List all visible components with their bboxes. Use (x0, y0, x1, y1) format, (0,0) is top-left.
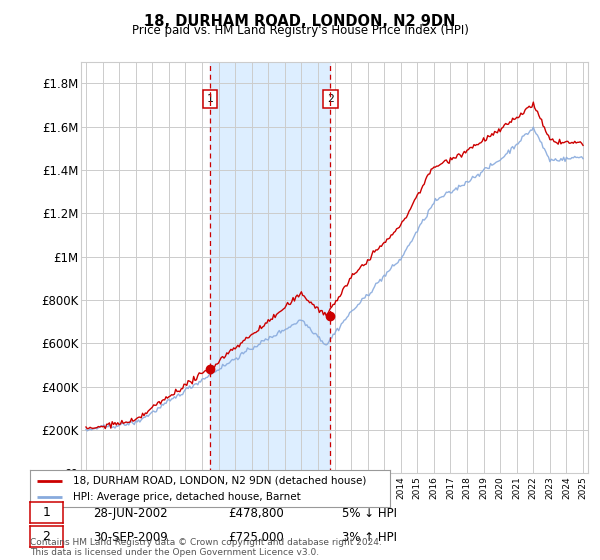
Text: 28-JUN-2002: 28-JUN-2002 (93, 507, 167, 520)
Text: 18, DURHAM ROAD, LONDON, N2 9DN (detached house): 18, DURHAM ROAD, LONDON, N2 9DN (detache… (73, 475, 367, 486)
Text: Price paid vs. HM Land Registry's House Price Index (HPI): Price paid vs. HM Land Registry's House … (131, 24, 469, 37)
Text: 5% ↓ HPI: 5% ↓ HPI (342, 507, 397, 520)
Bar (210, 62, 331, 473)
Text: 2: 2 (43, 530, 50, 543)
Text: £725,000: £725,000 (228, 531, 284, 544)
Text: £478,800: £478,800 (228, 507, 284, 520)
Text: 1: 1 (43, 506, 50, 519)
Text: 2: 2 (327, 94, 334, 104)
Text: 1: 1 (206, 94, 214, 104)
Text: HPI: Average price, detached house, Barnet: HPI: Average price, detached house, Barn… (73, 492, 301, 502)
Text: Contains HM Land Registry data © Crown copyright and database right 2024.
This d: Contains HM Land Registry data © Crown c… (30, 538, 382, 557)
Text: 18, DURHAM ROAD, LONDON, N2 9DN: 18, DURHAM ROAD, LONDON, N2 9DN (145, 14, 455, 29)
Text: 30-SEP-2009: 30-SEP-2009 (93, 531, 168, 544)
Text: 3% ↑ HPI: 3% ↑ HPI (342, 531, 397, 544)
